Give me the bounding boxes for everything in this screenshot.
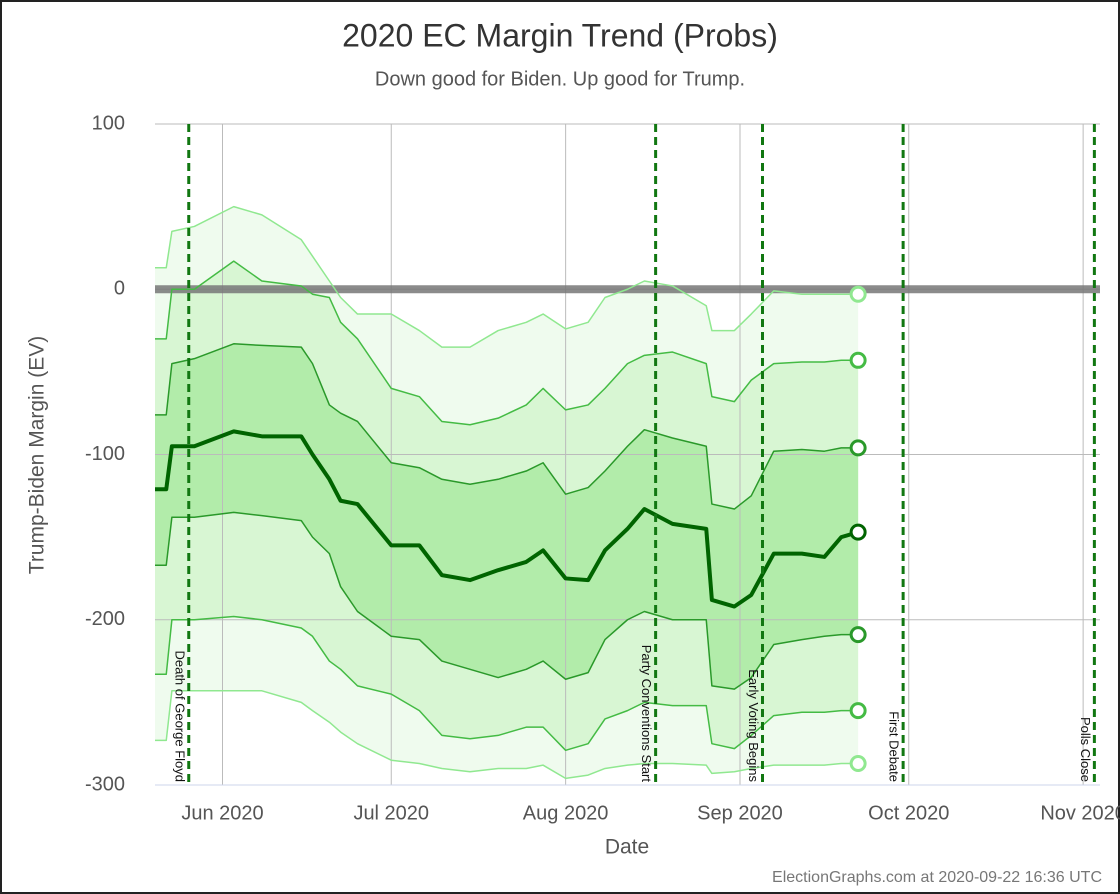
end-marker — [849, 702, 867, 720]
event-label: First Debate — [887, 711, 902, 782]
y-axis-label: Trump-Biden Margin (EV) — [26, 336, 49, 574]
y-tick-label: 100 — [92, 112, 125, 134]
event-label: Party Conventions Start — [639, 645, 654, 783]
chart-title: 2020 EC Margin Trend (Probs) — [342, 17, 778, 53]
footer: ElectionGraphs.com at 2020-09-22 16:36 U… — [772, 869, 1102, 886]
end-marker — [849, 439, 867, 457]
y-tick-label: 0 — [114, 278, 125, 300]
band — [155, 343, 859, 690]
end-marker — [849, 351, 867, 369]
series-line — [155, 343, 859, 510]
event-label: Early Voting Begins — [746, 669, 761, 782]
y-tick-label: -300 — [85, 773, 125, 795]
x-tick-label: Jun 2020 — [181, 802, 263, 824]
end-marker — [849, 285, 867, 303]
series-line — [155, 690, 859, 780]
end-marker — [849, 626, 867, 644]
series-line — [155, 429, 859, 609]
series-line — [155, 511, 859, 690]
y-tick-label: -100 — [85, 443, 125, 465]
x-axis-label: Date — [605, 836, 649, 859]
x-tick-label: Aug 2020 — [523, 802, 609, 824]
x-tick-label: Sep 2020 — [697, 802, 783, 824]
x-tick-label: Oct 2020 — [868, 802, 949, 824]
x-tick-label: Jul 2020 — [353, 802, 429, 824]
x-tick-label: Nov 2020 — [1040, 802, 1120, 824]
series-line — [155, 260, 859, 426]
event-label: Death of George Floyd — [172, 650, 187, 782]
y-tick-label: -200 — [85, 608, 125, 630]
series-line — [155, 615, 859, 752]
series-line — [155, 205, 859, 348]
chart-subtitle: Down good for Biden. Up good for Trump. — [375, 68, 745, 90]
end-marker — [849, 523, 867, 541]
end-marker — [849, 755, 867, 773]
event-label: Polls Close — [1078, 717, 1093, 782]
